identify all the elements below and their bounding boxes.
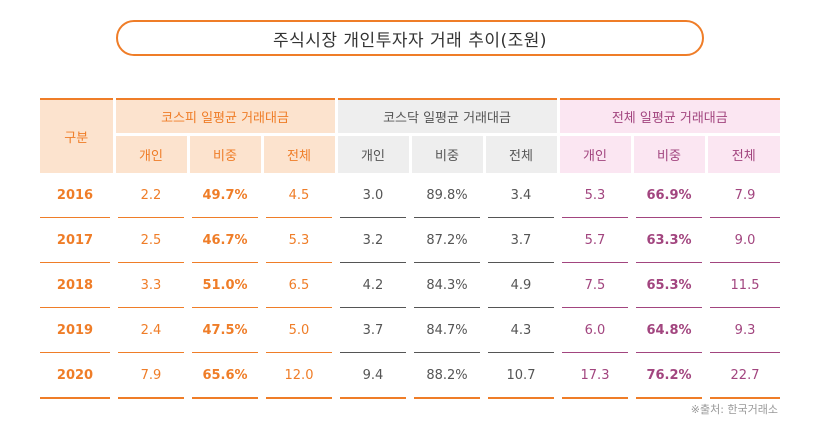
header-kosdaq-individual: 개인 [336, 133, 412, 173]
header-kospi: 코스피 일평균 거래대금 [114, 98, 338, 135]
total-total-cell: 22.7 [730, 367, 760, 383]
table-row: 2017 2.5 46.7% 5.3 3.2 87.2% 3.7 5.7 63.… [40, 217, 781, 263]
total-individual-cell: 6.0 [558, 307, 636, 353]
kospi-total-cell: 5.3 [262, 217, 340, 263]
table-title: 주식시장 개인투자자 거래 추이(조원) [116, 20, 704, 56]
total-ratio-cell: 66.9% [632, 173, 710, 218]
kospi-ratio-cell: 47.5% [188, 307, 266, 353]
header-total-individual: 개인 [558, 133, 634, 173]
kospi-total-cell: 4.5 [262, 173, 340, 218]
kospi-individual-cell: 2.2 [114, 173, 192, 218]
header-kosdaq: 코스닥 일평균 거래대금 [336, 98, 560, 135]
table-row: 2016 2.2 49.7% 4.5 3.0 89.8% 3.4 5.3 66.… [40, 173, 781, 218]
kosdaq-total-cell: 10.7 [484, 352, 562, 398]
source-note: ※출처: 한국거래소 [690, 403, 778, 416]
total-total-cell: 7.9 [706, 173, 781, 218]
header-total: 전체 일평균 거래대금 [558, 98, 781, 135]
total-individual-cell: 7.5 [558, 262, 636, 308]
row-year: 2018 [40, 262, 118, 308]
header-kospi-total: 전체 [262, 133, 338, 173]
header-kospi-ratio: 비중 [188, 133, 264, 173]
table-row: 2018 3.3 51.0% 6.5 4.2 84.3% 4.9 7.5 65.… [40, 262, 781, 308]
kosdaq-individual-cell: 3.0 [336, 173, 414, 218]
kosdaq-ratio-cell: 89.8% [410, 173, 488, 218]
kospi-individual-cell: 3.3 [114, 262, 192, 308]
header-kosdaq-ratio: 비중 [410, 133, 486, 173]
total-ratio-cell: 64.8% [632, 307, 710, 353]
header-kospi-individual: 개인 [114, 133, 190, 173]
kospi-total-cell: 12.0 [262, 352, 340, 398]
row-year: 2016 [40, 173, 118, 218]
trading-table: 구분 코스피 일평균 거래대금 코스닥 일평균 거래대금 전체 일평균 거래대금… [40, 98, 781, 400]
kospi-individual-cell: 7.9 [114, 352, 192, 398]
row-year: 2017 [40, 217, 118, 263]
kospi-individual-cell: 2.4 [114, 307, 192, 353]
kospi-total-cell: 5.0 [262, 307, 340, 353]
total-total-cell: 11.5 [706, 262, 781, 308]
total-individual-cell: 5.7 [558, 217, 636, 263]
total-individual-cell: 5.3 [558, 173, 636, 218]
kosdaq-ratio-cell: 84.7% [410, 307, 488, 353]
total-individual-cell: 17.3 [558, 352, 636, 398]
table-row: 2020 7.9 65.6% 12.0 9.4 88.2% 10.7 17.3 … [40, 352, 780, 398]
kosdaq-total-cell: 4.9 [484, 262, 562, 308]
kosdaq-individual-cell: 3.7 [336, 307, 414, 353]
kosdaq-ratio-cell: 88.2% [410, 352, 488, 398]
kosdaq-total-cell: 3.4 [484, 173, 562, 218]
kospi-ratio-cell: 65.6% [188, 352, 266, 398]
kospi-individual-cell: 2.5 [114, 217, 192, 263]
kosdaq-total-cell: 4.3 [484, 307, 562, 353]
header-total-ratio: 비중 [632, 133, 708, 173]
table-row: 2019 2.4 47.5% 5.0 3.7 84.7% 4.3 6.0 64.… [40, 307, 781, 353]
table-bottom-rule [40, 397, 781, 400]
total-ratio-cell: 65.3% [632, 262, 710, 308]
kosdaq-individual-cell: 3.2 [336, 217, 414, 263]
header-total-total: 전체 [706, 133, 781, 173]
kosdaq-total-cell: 3.7 [484, 217, 562, 263]
kospi-total-cell: 6.5 [262, 262, 340, 308]
kosdaq-ratio-cell: 84.3% [410, 262, 488, 308]
kosdaq-individual-cell: 9.4 [336, 352, 414, 398]
total-ratio-cell: 76.2% [632, 352, 710, 398]
kosdaq-individual-cell: 4.2 [336, 262, 414, 308]
header-gubun: 구분 [40, 98, 116, 173]
kospi-ratio-cell: 46.7% [188, 217, 266, 263]
kosdaq-ratio-cell: 87.2% [410, 217, 488, 263]
total-ratio-cell: 63.3% [632, 217, 710, 263]
kospi-ratio-cell: 49.7% [188, 173, 266, 218]
row-year: 2020 [40, 352, 118, 398]
row-year: 2019 [40, 307, 118, 353]
header-kosdaq-total: 전체 [484, 133, 560, 173]
total-total-cell: 9.0 [706, 217, 781, 263]
total-total-cell: 9.3 [706, 307, 781, 353]
kospi-ratio-cell: 51.0% [188, 262, 266, 308]
